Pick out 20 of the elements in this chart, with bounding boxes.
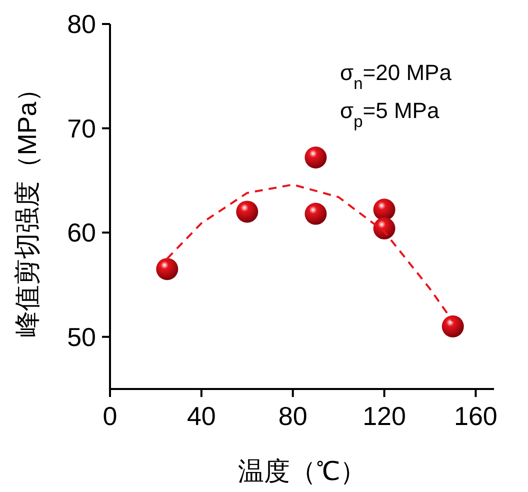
annotation: σ$_{p}$=5 MPa <box>340 98 440 131</box>
point <box>442 315 464 338</box>
y-tick-label: 70 <box>67 113 96 144</box>
x-tick-label: 120 <box>362 401 406 431</box>
y-tick-label: 80 <box>67 9 96 39</box>
point <box>156 258 178 280</box>
point <box>373 198 396 221</box>
x-tick-label: 0 <box>102 401 118 431</box>
point <box>373 217 396 240</box>
x-axis-title: 温度（℃） <box>238 456 366 486</box>
y-tick-label: 60 <box>67 218 96 248</box>
x-tick-label: 80 <box>278 401 308 431</box>
x-tick-label: 40 <box>186 401 216 431</box>
point <box>304 146 327 168</box>
y-axis-title: 峰值剪切强度（MPa） <box>12 76 42 338</box>
point <box>236 200 258 223</box>
y-tick-label: 50 <box>67 322 96 352</box>
annotation: σ$_{n}$=20 MPa <box>340 60 452 93</box>
point <box>304 202 327 225</box>
x-tick-label: 160 <box>454 401 498 431</box>
